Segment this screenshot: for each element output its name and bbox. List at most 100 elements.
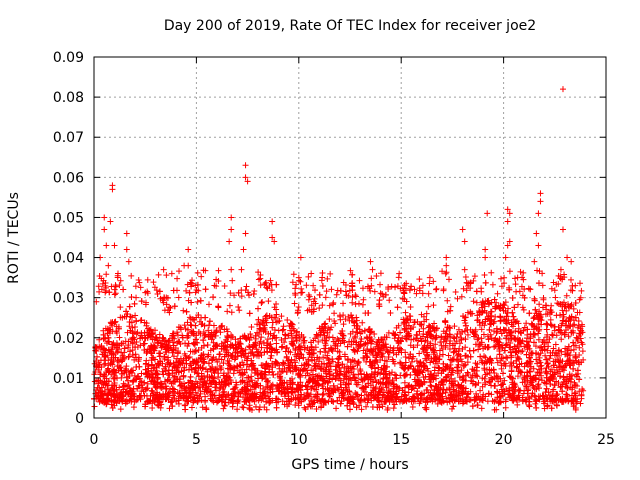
data-point — [228, 309, 235, 316]
data-point — [287, 349, 294, 356]
data-point — [254, 352, 261, 359]
data-point — [301, 404, 308, 411]
data-point — [248, 373, 255, 380]
data-point — [436, 347, 443, 354]
data-point — [550, 345, 557, 352]
data-point — [134, 396, 141, 403]
data-point — [137, 317, 144, 324]
data-point — [464, 326, 471, 333]
data-point — [131, 372, 138, 379]
data-point — [547, 352, 554, 359]
data-point — [553, 350, 560, 357]
data-point — [368, 338, 375, 345]
data-point — [255, 316, 262, 323]
data-point — [147, 346, 154, 353]
data-point — [498, 283, 505, 290]
data-point — [317, 375, 324, 382]
data-point — [439, 351, 446, 358]
data-point — [459, 377, 466, 384]
data-point — [438, 398, 445, 405]
data-point — [365, 380, 372, 387]
data-point — [129, 351, 136, 358]
data-point — [271, 326, 278, 333]
data-point — [501, 360, 508, 367]
data-point — [524, 343, 531, 350]
data-point — [536, 385, 543, 392]
data-point — [480, 391, 487, 398]
data-point — [473, 364, 480, 371]
data-point — [441, 336, 448, 343]
data-point — [463, 279, 470, 286]
data-point — [361, 388, 368, 395]
data-point — [406, 287, 413, 294]
data-point — [542, 352, 549, 359]
data-point — [419, 391, 426, 398]
data-point — [309, 403, 316, 410]
data-point — [194, 398, 201, 405]
data-point — [165, 390, 172, 397]
data-point — [474, 402, 481, 409]
data-point — [252, 384, 259, 391]
data-point — [503, 317, 510, 324]
data-point — [512, 281, 519, 288]
data-point — [152, 384, 159, 391]
data-point — [280, 360, 287, 367]
data-point — [368, 364, 375, 371]
data-point — [408, 336, 415, 343]
data-point — [486, 326, 493, 333]
data-point — [156, 353, 163, 360]
data-point — [170, 360, 177, 367]
data-point — [118, 349, 125, 356]
data-point — [291, 351, 298, 358]
data-point — [298, 331, 305, 338]
data-point — [496, 343, 503, 350]
data-point — [244, 361, 251, 368]
data-point — [246, 404, 253, 411]
data-point — [165, 370, 172, 377]
data-point — [202, 397, 209, 404]
data-point — [130, 404, 137, 411]
data-point — [351, 349, 358, 356]
data-point — [280, 359, 287, 366]
data-point — [309, 398, 316, 405]
data-point — [450, 403, 457, 410]
data-point — [351, 334, 358, 341]
data-point — [150, 381, 157, 388]
data-point — [410, 353, 417, 360]
data-point — [192, 336, 199, 343]
data-point — [169, 349, 176, 356]
data-point — [375, 364, 382, 371]
data-point — [181, 322, 188, 329]
data-point — [481, 303, 488, 310]
data-point — [250, 343, 257, 350]
data-point — [288, 396, 295, 403]
data-point — [173, 359, 180, 366]
data-point — [571, 342, 578, 349]
data-point — [316, 305, 323, 312]
data-point — [547, 380, 554, 387]
data-point — [155, 402, 162, 409]
data-point — [536, 369, 543, 376]
data-point — [204, 368, 211, 375]
data-point — [432, 382, 439, 389]
data-point — [479, 396, 486, 403]
data-point — [519, 379, 526, 386]
data-point — [574, 335, 581, 342]
data-point — [438, 370, 445, 377]
data-point — [287, 381, 294, 388]
data-point — [513, 364, 520, 371]
data-point — [271, 304, 278, 311]
data-point — [484, 370, 491, 377]
data-point — [456, 398, 463, 405]
data-point — [551, 382, 558, 389]
data-point — [340, 300, 347, 307]
data-point — [178, 387, 185, 394]
data-point — [296, 335, 303, 342]
data-point — [363, 354, 370, 361]
data-point — [435, 386, 442, 393]
data-point — [446, 331, 453, 338]
data-point — [493, 325, 500, 332]
data-point — [434, 360, 441, 367]
data-point — [482, 354, 489, 361]
data-point — [201, 332, 208, 339]
